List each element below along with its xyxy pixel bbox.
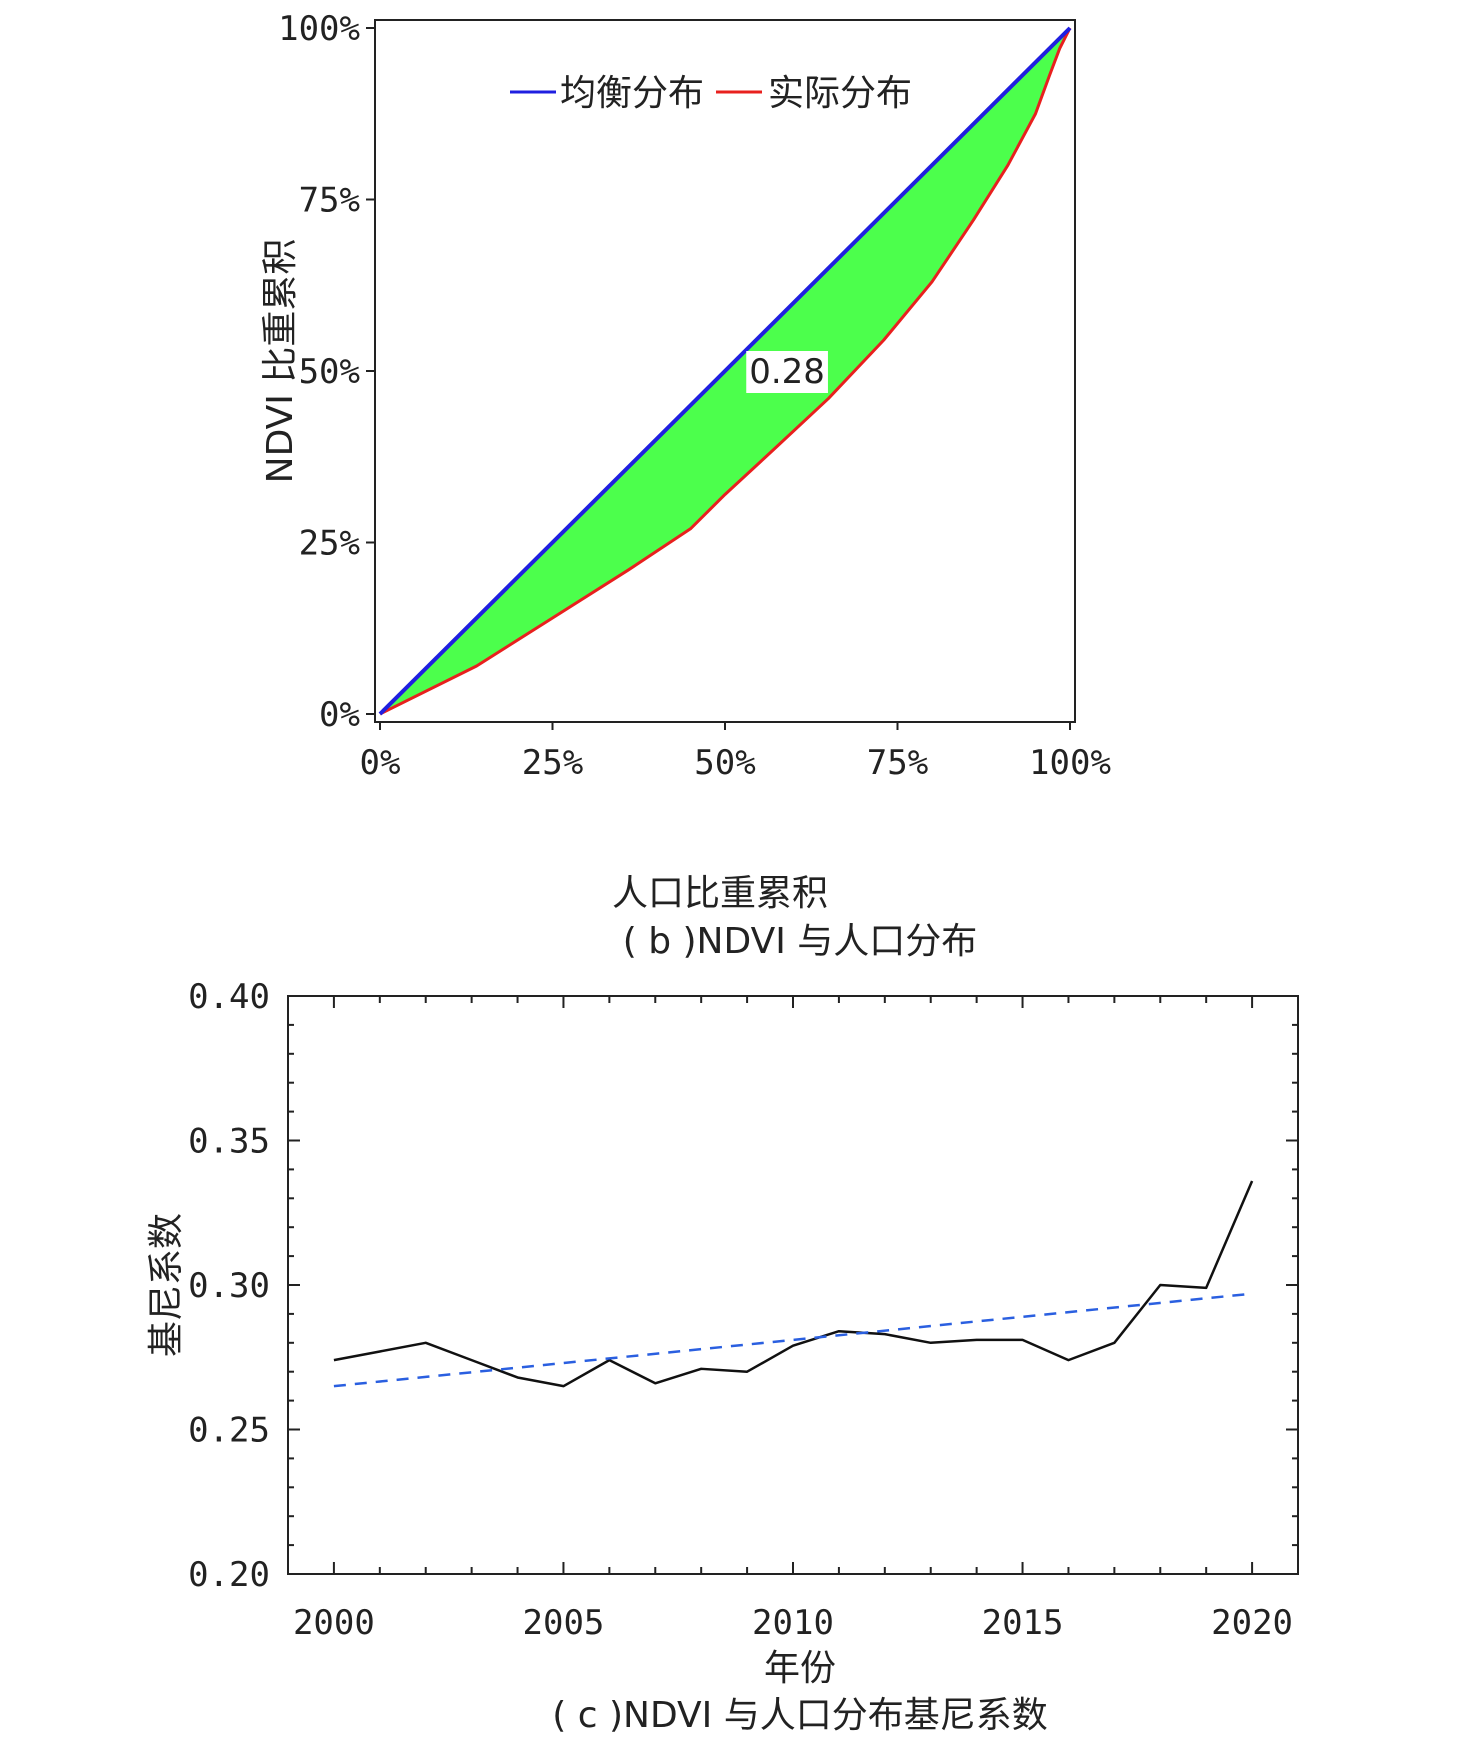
y-tick-label: 0% xyxy=(319,695,360,735)
legend-label-actual: 实际分布 xyxy=(768,73,912,114)
gini-x-axis-title: 年份 xyxy=(764,1648,836,1689)
gini-annotation: 0.28 xyxy=(749,352,825,392)
lorenz-x-axis-title: 人口比重累积 xyxy=(612,873,828,914)
lorenz-y-axis-title: NDVI 比重累积 xyxy=(260,239,301,484)
series-actual-line xyxy=(379,27,1072,716)
y-tick-label: 0.25 xyxy=(188,1411,270,1451)
lorenz-chart: 0%0% 25% 25% 50% 50% 75% 75% 100% 100% 0.28 均衡分布… xyxy=(260,9,1111,962)
legend-label-equal: 均衡分布 xyxy=(560,73,704,114)
gini-trend-chart: 2000 2005 2010 2015 2020 0.20 0.25 0.30 0.35 0.40… xyxy=(146,977,1299,1736)
x-tick-label: 2005 xyxy=(523,1603,605,1643)
y-tick-label: 0.30 xyxy=(188,1266,270,1306)
lorenz-legend: 均衡分布 实际分布 xyxy=(510,73,912,114)
trend-line xyxy=(333,1292,1253,1388)
gini-y-axis-title: 基尼系数 xyxy=(146,1213,187,1357)
x-tick-label: 2020 xyxy=(1211,1603,1293,1643)
x-tick-label: 2010 xyxy=(752,1603,834,1643)
lorenz-caption: ( b )NDVI 与人口分布 xyxy=(623,921,978,962)
gini-caption: ( c )NDVI 与人口分布基尼系数 xyxy=(552,1695,1047,1736)
gini-plot-frame xyxy=(287,995,1299,1575)
x-tick-label: 25% xyxy=(522,743,583,783)
x-tick-label: 100% xyxy=(1029,743,1111,783)
x-tick-label: 0% xyxy=(360,743,401,783)
x-tick-label: 50% xyxy=(694,743,755,783)
series-equal-line xyxy=(378,26,1072,716)
y-tick-label: 0.40 xyxy=(188,977,270,1017)
y-tick-label: 25% xyxy=(299,524,360,564)
y-tick-label: 0.20 xyxy=(188,1555,270,1595)
y-tick-label: 75% xyxy=(299,181,360,221)
y-tick-label: 50% xyxy=(299,352,360,392)
annotation-background xyxy=(746,351,828,393)
y-tick-label: 100% xyxy=(278,9,360,49)
gini-series-line xyxy=(333,1180,1254,1388)
x-tick-label: 2000 xyxy=(293,1603,375,1643)
y-tick-label: 0.35 xyxy=(188,1122,270,1162)
x-tick-label: 75% xyxy=(867,743,928,783)
x-tick-label: 2015 xyxy=(982,1603,1064,1643)
